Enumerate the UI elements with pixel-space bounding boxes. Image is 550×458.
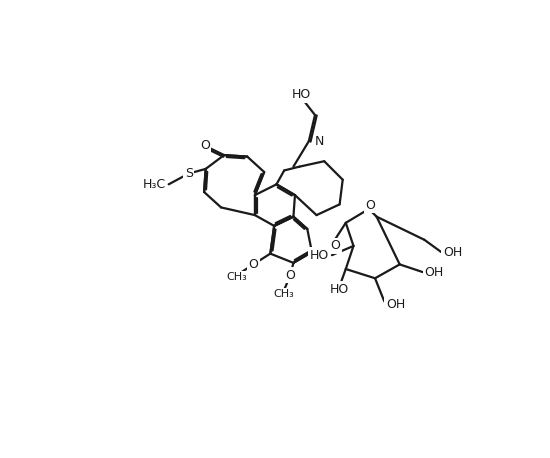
- Text: OH: OH: [425, 266, 444, 278]
- Text: OH: OH: [443, 245, 462, 259]
- Text: N: N: [315, 135, 324, 147]
- Text: CH₃: CH₃: [274, 289, 295, 300]
- Text: HO: HO: [292, 88, 311, 102]
- Text: O: O: [285, 269, 295, 282]
- Text: S: S: [185, 167, 192, 180]
- Text: CH₃: CH₃: [226, 273, 247, 283]
- Text: HO: HO: [330, 283, 349, 295]
- Text: OH: OH: [386, 298, 405, 311]
- Text: O: O: [331, 240, 340, 252]
- Text: H₃C: H₃C: [142, 178, 166, 191]
- Text: HO: HO: [310, 249, 329, 262]
- Text: O: O: [200, 139, 210, 153]
- Text: O: O: [366, 199, 375, 212]
- Text: O: O: [249, 258, 258, 271]
